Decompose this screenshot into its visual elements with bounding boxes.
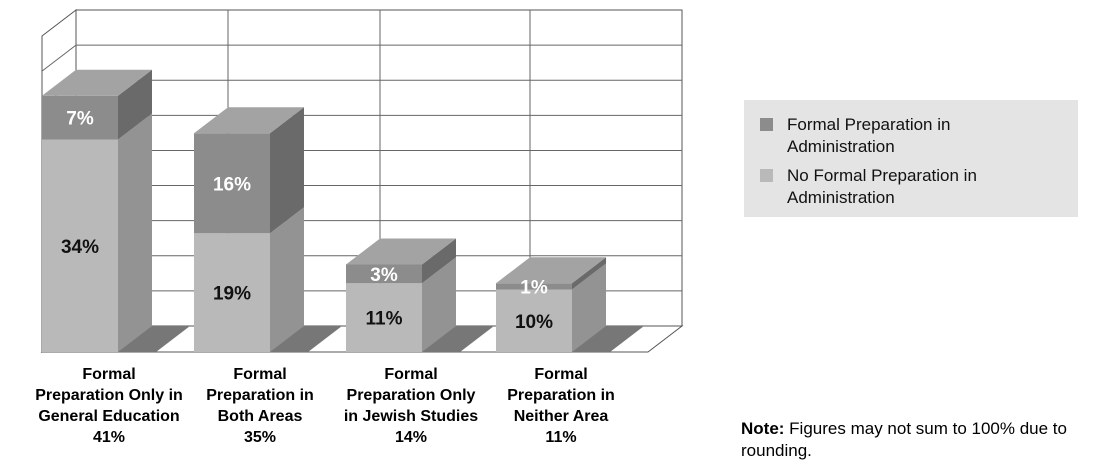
bar-side [422, 238, 456, 284]
bar-top [346, 238, 456, 265]
bar-top [496, 257, 606, 284]
legend-item-no-formal-admin: No Formal Preparation in Administration [760, 165, 1078, 209]
bar-segment [346, 283, 422, 352]
data-label: 19% [213, 284, 251, 305]
data-label: 7% [66, 109, 94, 130]
bar-side [572, 257, 606, 290]
legend-label: No Formal Preparation in Administration [787, 166, 977, 207]
bar-group: 19% 16% [194, 107, 342, 352]
data-label: 11% [366, 309, 403, 330]
data-label: 1% [520, 277, 548, 298]
data-label: 34% [61, 237, 99, 258]
bar-segment [496, 283, 572, 290]
gridline-side [41, 44, 77, 72]
bar-group: 11% 3% [346, 238, 494, 352]
bar-group: 10% 1% [496, 257, 644, 352]
bar-top [194, 107, 304, 134]
category-label-3: Formal Preparation in Neither Area 11% [507, 366, 615, 446]
bar-side [270, 207, 304, 352]
data-label: 3% [370, 265, 398, 286]
bar-segment [42, 95, 118, 140]
bar-side [118, 113, 152, 352]
bar-side [270, 107, 304, 234]
bar-group: 34% 7% [42, 69, 190, 352]
note-label: Note: [741, 419, 785, 438]
category-label-2: Formal Preparation Only in Jewish Studie… [343, 366, 479, 446]
rounding-note: Note: Figures may not sum to 100% due to… [741, 418, 1097, 462]
legend-label: Formal Preparation in Administration [787, 115, 951, 156]
bar-segment [346, 264, 422, 284]
bar-segment [42, 139, 118, 352]
bar-segment [194, 133, 270, 234]
note-text: Figures may not sum to 100% due to round… [741, 419, 1067, 460]
legend-swatch-no-formal-admin [760, 169, 773, 182]
chart-legend: Formal Preparation in Administration No … [744, 100, 1078, 217]
bar-side [422, 257, 456, 352]
legend-swatch-formal-admin [760, 118, 773, 131]
bar-top [42, 69, 152, 96]
bar-segment [194, 233, 270, 352]
bar-side [118, 69, 152, 140]
stacked-3d-bar-chart: 34% 7% 19% 16% 11% 3% 10% 1% [40, 8, 684, 354]
data-label: 10% [515, 312, 553, 333]
data-label: 16% [213, 174, 251, 195]
bar-side [572, 263, 606, 352]
category-label-0: Formal Preparation Only in General Educa… [35, 366, 183, 446]
legend-item-formal-admin: Formal Preparation in Administration [760, 114, 1078, 158]
category-label-1: Formal Preparation in Both Areas 35% [206, 366, 314, 446]
bar-segment [496, 289, 572, 352]
